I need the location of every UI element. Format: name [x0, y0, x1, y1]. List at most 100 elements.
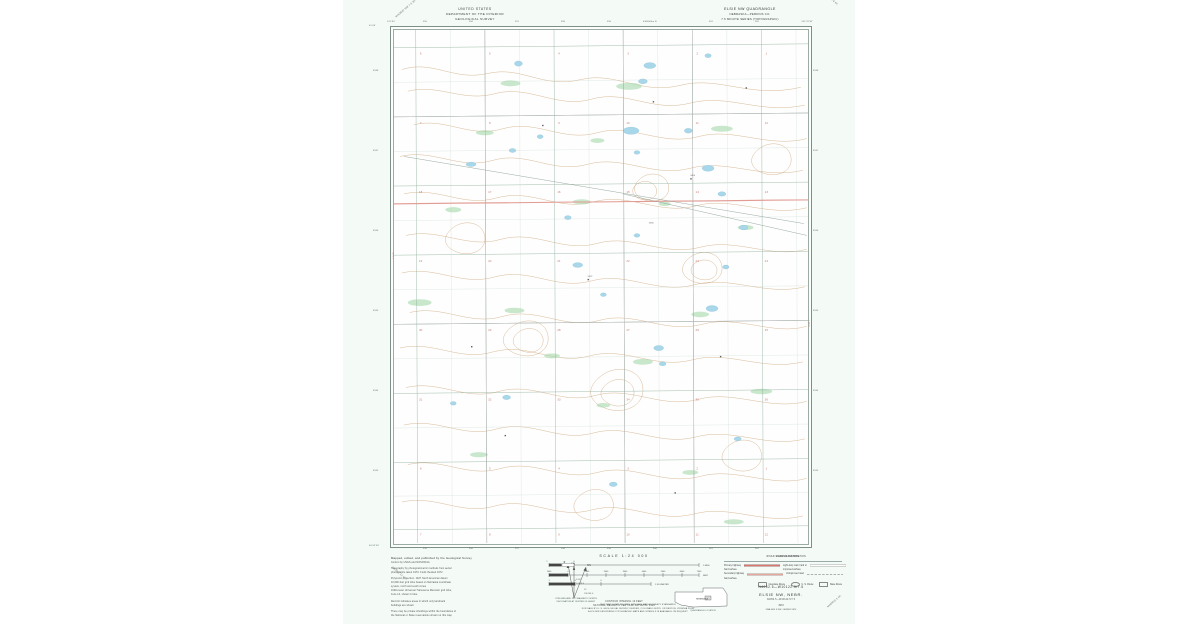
map-sheet: UNITED STATES DEPARTMENT OF THE INTERIOR… [343, 0, 855, 624]
svg-text:12: 12 [764, 532, 768, 536]
state-county: NEBRASKA—PERKINS CO. [729, 12, 771, 17]
svg-text:1000: 1000 [585, 571, 590, 573]
svg-text:16: 16 [557, 190, 561, 194]
contour-interval-block: CONTOUR INTERVAL 10 FEET NATIONAL GEODET… [531, 601, 717, 609]
credits-line-4: photographs taken 1970. Field checked 19… [391, 571, 443, 574]
svg-text:2: 2 [696, 466, 698, 470]
bottom-tick-3: 357 [515, 548, 519, 550]
svg-text:20: 20 [488, 259, 492, 263]
svg-text:1: 1 [765, 51, 767, 55]
svg-text:26: 26 [695, 328, 699, 332]
agency-line-1: UNITED STATES [458, 7, 492, 11]
left-tick-2: 4537 [373, 150, 379, 152]
agency-line-2: DEPARTMENT OF THE INTERIOR [446, 12, 504, 17]
svg-text:33: 33 [557, 397, 561, 401]
us-route-shield-icon [790, 582, 800, 588]
svg-text:10: 10 [626, 532, 630, 536]
bottom-tick-1: 355 [423, 548, 427, 550]
topographic-map-canvas[interactable]: 654 321 789 10 11 12 18 17 16 15 14 13 19 20 21 … [393, 29, 809, 544]
svg-text:3: 3 [627, 466, 629, 470]
legend-swatch-primary [743, 564, 780, 567]
right-tick-3: 4536 [813, 230, 819, 232]
footer-line-1: THIS MAP COMPLIES WITH NATIONAL MAP ACCU… [600, 604, 676, 606]
credits-block: Mapped, edited, and published by the Geo… [391, 556, 539, 618]
route-marker-row: Interstate Route U. S. Route State Route [724, 582, 842, 588]
svg-text:0°48': 0°48' [576, 579, 582, 581]
legend-label-secondary: Secondary highway [724, 573, 745, 576]
svg-text:3: 3 [627, 51, 629, 55]
svg-text:35: 35 [695, 397, 699, 401]
credits-line-12: There may be private inholdings within t… [391, 611, 457, 614]
svg-text:15: 15 [626, 190, 630, 194]
svg-text:2000: 2000 [604, 571, 609, 573]
svg-text:7: 7 [419, 120, 421, 124]
declination-star-label: ★ [563, 560, 566, 564]
corner-coord-nw-lon: 101°30' [387, 20, 396, 23]
credits-line-10: Red tint indicates areas in which only l… [391, 600, 446, 603]
svg-text:8: 8 [489, 532, 491, 536]
map-code: N4052.5—W10122.5/7.5 [758, 585, 804, 589]
interstate-shield-icon [758, 582, 768, 588]
bottom-tick-7: 361 [709, 548, 713, 550]
svg-text:6000: 6000 [680, 571, 685, 573]
svg-text:28: 28 [557, 328, 561, 332]
svg-text:24: 24 [764, 259, 768, 263]
left-tick-6: 4533 [373, 470, 379, 472]
right-tick-6: 4533 [813, 470, 819, 472]
credits-line-13: the National or State reservations shown… [391, 615, 452, 618]
scale-title: SCALE 1:24 000 [599, 554, 649, 558]
township-label-right: T. 11 N. [807, 319, 809, 327]
corner-coord-sw-lat: 40°52'30" [369, 545, 380, 547]
svg-text:8: 8 [489, 120, 491, 124]
map-meta: N4052.5—W10122.5/7.5 [766, 598, 796, 601]
svg-text:FEET: FEET [703, 575, 709, 577]
route-marker-us: U. S. Route [790, 582, 813, 588]
svg-text:9: 9 [558, 532, 560, 536]
declination-caption-line-2: DECLINATION AT CENTER OF SHEET [556, 601, 596, 604]
svg-text:3380: 3380 [648, 222, 654, 224]
top-tick-3: 357 [515, 21, 519, 23]
svg-text:0: 0 [567, 571, 569, 573]
svg-text:11°: 11° [584, 589, 587, 591]
declination-caption: UTM GRID AND 1972 MAGNETIC NORTH DECLINA… [533, 598, 619, 605]
right-tick-4: 4535 [813, 310, 819, 312]
svg-text:29: 29 [488, 328, 492, 332]
svg-text:21: 21 [557, 259, 561, 263]
credits-line-7: system, north and south zones [391, 585, 427, 588]
quadrangle-header: ELSIE NW QUADRANGLE NEBRASKA—PERKINS CO.… [655, 7, 845, 21]
legend-swatch-secondary [747, 573, 784, 576]
svg-text:5: 5 [489, 51, 491, 55]
state-index-diagram: NEBRASKA [674, 587, 728, 608]
map-year: 1972 [778, 603, 784, 607]
left-tick-4: 4535 [373, 310, 379, 312]
svg-text:22: 22 [626, 259, 630, 263]
svg-text:10: 10 [626, 120, 630, 124]
road-classification-legend: ROAD CLASSIFICATION Primary highway Ligh… [724, 555, 846, 588]
svg-text:NEBRASKA: NEBRASKA [696, 598, 708, 601]
scale-block: SCALE 1:24 000 1 0 1 MILE [531, 554, 717, 609]
svg-text:34: 34 [626, 397, 630, 401]
credits-line-11: buildings are shown [391, 604, 414, 607]
svg-text:5000: 5000 [661, 571, 666, 573]
svg-text:14: 14 [695, 190, 699, 194]
agency-line-3: GEOLOGICAL SURVEY [455, 17, 495, 22]
left-tick-5: 4534 [373, 390, 379, 392]
legend-label-primary-2: hard surface [724, 568, 737, 571]
bottom-tick-5: 359 [607, 548, 611, 550]
svg-text:36: 36 [764, 397, 768, 401]
quad-location-marker [704, 595, 712, 601]
legend-row: hard surface [724, 577, 842, 581]
svg-text:7000: 7000 [697, 571, 702, 573]
map-dma-series: DMA 4461 II NW—SERIES V874 [765, 609, 797, 611]
bottom-tick-2: 356 [469, 548, 473, 550]
svg-text:4000: 4000 [642, 571, 647, 573]
svg-text:13: 13 [764, 190, 768, 194]
legend-row: hard surface improved surface [724, 568, 842, 572]
svg-text:19: 19 [419, 259, 423, 263]
svg-text:0: 0 [573, 561, 575, 563]
svg-text:7: 7 [419, 532, 421, 536]
contour-interval: CONTOUR INTERVAL 10 FEET [605, 601, 643, 603]
